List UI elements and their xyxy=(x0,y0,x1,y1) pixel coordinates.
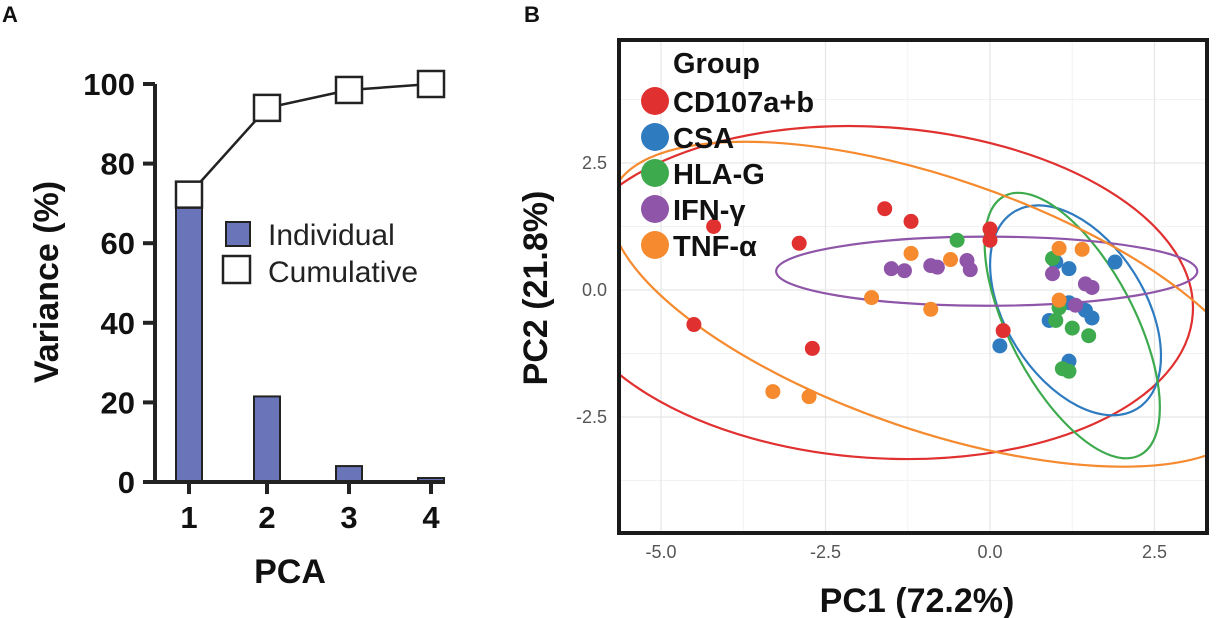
x-axis-label: PC1 (72.2%) xyxy=(820,582,1015,618)
x-tick-label: 1 xyxy=(180,500,197,535)
legend-title: Group xyxy=(673,48,760,80)
point-hla-g xyxy=(1081,328,1097,344)
legend-swatch-cumulative xyxy=(221,254,252,285)
x-tick-label: -5.0 xyxy=(645,542,676,562)
x-tick-label: -2.5 xyxy=(810,542,841,562)
y-axis-label: PC2 (21.8%) xyxy=(517,191,555,386)
point-ifn- xyxy=(1045,266,1061,282)
points xyxy=(686,201,1123,405)
y-tick-label: 80 xyxy=(101,147,135,182)
cumulative-marker-3 xyxy=(334,75,364,105)
legend-label-cumulative: Cumulative xyxy=(268,256,418,289)
legend-label-tnf-: TNF-α xyxy=(673,231,757,263)
cumulative-marker-2 xyxy=(252,93,282,123)
x-tick-label: 3 xyxy=(340,500,357,535)
point-cd107a-b xyxy=(706,219,722,234)
point-hla-g xyxy=(949,232,965,248)
point-tnf- xyxy=(801,389,817,405)
bar-3 xyxy=(335,465,363,483)
point-ifn- xyxy=(1084,279,1100,295)
y-tick-label: 40 xyxy=(101,306,135,341)
point-ifn- xyxy=(929,259,945,275)
cumulative-marker-1 xyxy=(174,180,204,209)
point-tnf- xyxy=(1051,292,1067,308)
legend: Individual Cumulative xyxy=(221,219,418,289)
legend-items: CD107a+b CSA HLA-G IFN-γ TNF-α xyxy=(641,87,814,263)
point-csa xyxy=(1084,310,1100,326)
point-csa xyxy=(1107,254,1123,270)
legend-swatch-individual xyxy=(225,221,251,247)
legend-label-ifn-: IFN-γ xyxy=(673,195,746,227)
bar-2 xyxy=(253,395,281,483)
y-tick-label: -2.5 xyxy=(576,407,607,427)
point-ifn- xyxy=(896,263,912,279)
point-cd107a-b xyxy=(877,201,893,217)
legend-label-csa: CSA xyxy=(673,123,734,155)
ellipse-tnf- xyxy=(621,140,1205,468)
x-tick-label: 2.5 xyxy=(1142,542,1167,562)
point-ifn- xyxy=(962,262,978,278)
legend-marker-cd107a-b xyxy=(641,87,669,115)
ellipse-csa xyxy=(989,204,1163,417)
legend-label-hla-g: HLA-G xyxy=(673,159,765,191)
tick-labels: -5.0 -2.5 0.0 2.5 2.5 0.0 -2.5 xyxy=(576,153,1167,562)
point-tnf- xyxy=(864,290,880,306)
y-tick-label: 100 xyxy=(83,67,135,102)
ellipse-cd107a-b xyxy=(621,124,1195,461)
panel-label-b: B xyxy=(524,2,540,27)
point-tnf- xyxy=(1051,240,1067,256)
legend-marker-csa xyxy=(641,123,669,151)
point-hla-g xyxy=(1064,320,1080,336)
y-tick-label: 0.0 xyxy=(582,280,607,300)
cumulative-marker-4 xyxy=(416,69,446,99)
axes: 0 20 40 60 80 100 1 2 3 4 xyxy=(83,67,445,535)
legend-marker-hla-g xyxy=(641,159,669,187)
point-ifn- xyxy=(1068,297,1084,313)
legend-marker-ifn- xyxy=(641,195,669,223)
y-axis-label: Variance (%) xyxy=(28,181,66,383)
pca-scatter-chart: -5.0 -2.5 0.0 2.5 2.5 0.0 -2.5 PC1 (72.2%) PC2… xyxy=(517,38,1209,618)
point-tnf- xyxy=(943,252,959,268)
point-csa xyxy=(1061,261,1077,277)
cumulative-series xyxy=(174,69,446,209)
plot-frame xyxy=(617,38,1209,535)
x-tick-label: 0.0 xyxy=(977,542,1002,562)
y-tick-label: 60 xyxy=(101,226,135,261)
plot-background xyxy=(619,40,1207,533)
cumulative-line xyxy=(188,82,432,196)
legend-marker-tnf- xyxy=(641,231,669,259)
x-tick-label: 2 xyxy=(258,500,275,535)
point-tnf- xyxy=(765,384,781,400)
point-cd107a-b xyxy=(686,317,702,333)
panel-label-a: A xyxy=(2,2,18,27)
y-tick-label: 2.5 xyxy=(582,153,607,173)
y-tick-label: 20 xyxy=(101,385,135,420)
x-tick-label: 4 xyxy=(422,500,440,535)
y-tick-label: 0 xyxy=(118,465,135,500)
point-cd107a-b xyxy=(791,235,807,251)
legend-label-individual: Individual xyxy=(268,219,395,252)
variance-chart: 0 20 40 60 80 100 1 2 3 4 Variance (%) PCA Indivi… xyxy=(28,67,446,591)
point-hla-g xyxy=(1061,363,1077,379)
point-hla-g xyxy=(1048,312,1064,328)
point-cd107a-b xyxy=(995,323,1011,339)
point-tnf- xyxy=(1074,241,1090,257)
point-tnf- xyxy=(903,245,919,261)
legend-label-cd107a-b: CD107a+b xyxy=(673,87,814,119)
x-axis-label: PCA xyxy=(254,553,326,591)
point-cd107a-b xyxy=(903,213,919,229)
point-cd107a-b xyxy=(982,232,998,248)
point-csa xyxy=(992,338,1008,354)
point-tnf- xyxy=(923,301,939,317)
legend: Group CD107a+b CSA HLA-G IFN-γ TNF-α xyxy=(641,48,814,263)
bar-1 xyxy=(175,206,203,483)
point-ifn- xyxy=(883,261,899,277)
point-cd107a-b xyxy=(804,340,820,356)
point-cd107a-b xyxy=(982,221,998,237)
